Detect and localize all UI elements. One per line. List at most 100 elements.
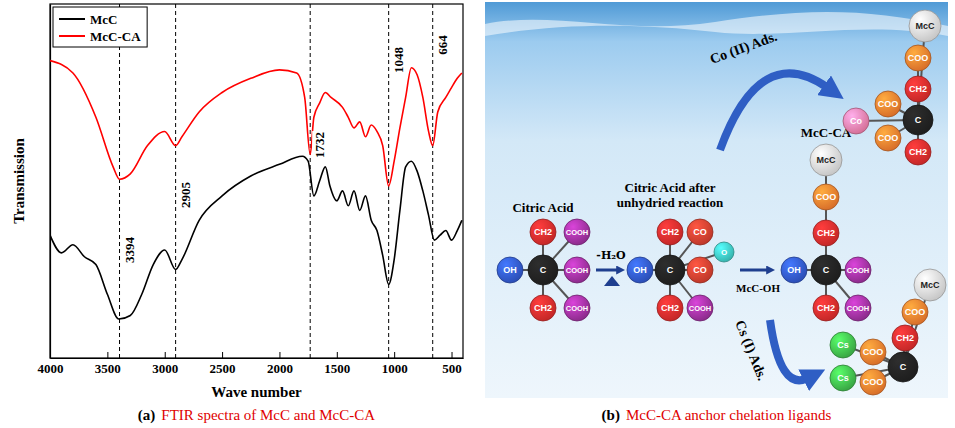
legend-swatch: [59, 18, 85, 20]
atom-label: OH: [633, 265, 647, 275]
x-tick: 1500: [324, 352, 350, 376]
atom: [843, 108, 869, 134]
adsorption-arrow: [770, 320, 808, 380]
atom: [860, 339, 886, 365]
step-arrow: [596, 269, 618, 272]
x-tick-label: 2000: [267, 361, 293, 376]
atom-label: C: [823, 265, 830, 275]
annotation-label-group: 1048: [391, 46, 406, 75]
atom: [530, 295, 556, 321]
atom-label: C: [540, 265, 547, 275]
atom-label: Cs: [837, 373, 849, 383]
atom: [875, 125, 901, 151]
x-tick-mark: [452, 352, 453, 358]
atom: [830, 332, 856, 358]
atom-label: CH2: [817, 303, 835, 313]
atom: [781, 257, 807, 283]
annotation-label-group: 1732: [312, 131, 327, 159]
annotation-line: [432, 4, 433, 358]
x-tick-label: 500: [442, 361, 462, 376]
annotation-label: 1048: [391, 47, 406, 74]
atom: [813, 220, 839, 246]
annotation-label-group: 2905: [178, 181, 193, 210]
atom: [687, 257, 713, 283]
x-tick-mark: [222, 352, 223, 358]
atom: [830, 365, 856, 391]
x-tick-mark: [165, 352, 166, 358]
x-tick: 500: [442, 352, 462, 376]
atom-label: COO: [863, 347, 884, 357]
atom: [903, 105, 933, 135]
molecule-name: Citric Acid after: [625, 180, 716, 195]
atom: [845, 257, 871, 283]
x-tick-mark: [107, 352, 108, 358]
legend-box: [53, 7, 147, 47]
caption-letter: (a): [138, 407, 156, 424]
atom-label: CH2: [909, 84, 927, 94]
molecule: McCCOOCH2CCOOCsCOOCs: [830, 269, 946, 395]
series-line: [50, 61, 462, 186]
y-axis: [50, 5, 51, 359]
atom-label: COOH: [689, 304, 712, 313]
atom-label: OH: [787, 265, 801, 275]
atom-label: CH2: [896, 333, 914, 343]
atom: [905, 45, 931, 71]
x-tick: 3000: [152, 352, 178, 376]
atom-label: CH2: [534, 227, 552, 237]
atom-label: COO: [905, 307, 926, 317]
molecule: CH2COOHOHCCOOHCH2COOHCitric Acid: [497, 200, 590, 321]
atom: [655, 255, 685, 285]
atom-label: COOH: [847, 266, 870, 275]
wave: [485, 12, 948, 36]
atom: [564, 257, 590, 283]
atom: [902, 299, 928, 325]
atom: [813, 295, 839, 321]
atom: [888, 352, 918, 382]
x-axis-line: [51, 358, 464, 359]
atom-label: McC: [816, 155, 836, 165]
x-tick-label: 3000: [152, 361, 178, 376]
figure: 4000350030002500200015001000500Wave numb…: [0, 0, 955, 428]
caption-letter: (b): [602, 407, 620, 424]
annotation-label-patch: [122, 236, 137, 265]
legend: McCMcC-CA: [53, 7, 147, 47]
x-tick: 1000: [382, 352, 408, 376]
background: [0, 0, 955, 428]
atom-label: McC: [920, 280, 940, 290]
adsorption-label: Cs (I) Ads.: [731, 318, 770, 383]
atom: [687, 219, 713, 245]
atom-label: Cs: [837, 340, 849, 350]
plot-data: [50, 4, 462, 358]
atom: [564, 219, 590, 245]
atom-label: COO: [863, 377, 884, 387]
atom: [909, 10, 941, 42]
annotation-label: 1732: [312, 132, 327, 158]
atom: [687, 295, 713, 321]
molecule-name: unhydried reaction: [617, 195, 724, 210]
atom-label: Co: [850, 116, 862, 126]
annotation-label: 664: [435, 35, 450, 55]
atom-label: COO: [816, 192, 837, 202]
atom: [714, 242, 734, 262]
atom: [627, 257, 653, 283]
annotation-label: 2905: [178, 182, 193, 209]
x-tick-label: 4000: [38, 361, 64, 376]
atom-label: COOH: [566, 304, 589, 313]
atom: [564, 295, 590, 321]
molecule: McCCOOCH2CCOOCoCOOCH2: [843, 10, 941, 165]
annotation-label-patch: [312, 131, 327, 159]
atom-label: COOH: [566, 228, 589, 237]
step-label: -H₂O: [596, 249, 626, 262]
y-axis-title: Transmission: [11, 138, 27, 224]
atom: [811, 255, 841, 285]
atom: [657, 295, 683, 321]
atom: [657, 219, 683, 245]
atom: [530, 219, 556, 245]
atom-label: CH2: [817, 228, 835, 238]
atom: [845, 295, 871, 321]
x-tick-mark: [394, 352, 395, 358]
legend-swatch: [59, 35, 85, 37]
atom-label: COO: [878, 99, 899, 109]
atom: [860, 369, 886, 395]
atom-label: COO: [908, 53, 929, 63]
